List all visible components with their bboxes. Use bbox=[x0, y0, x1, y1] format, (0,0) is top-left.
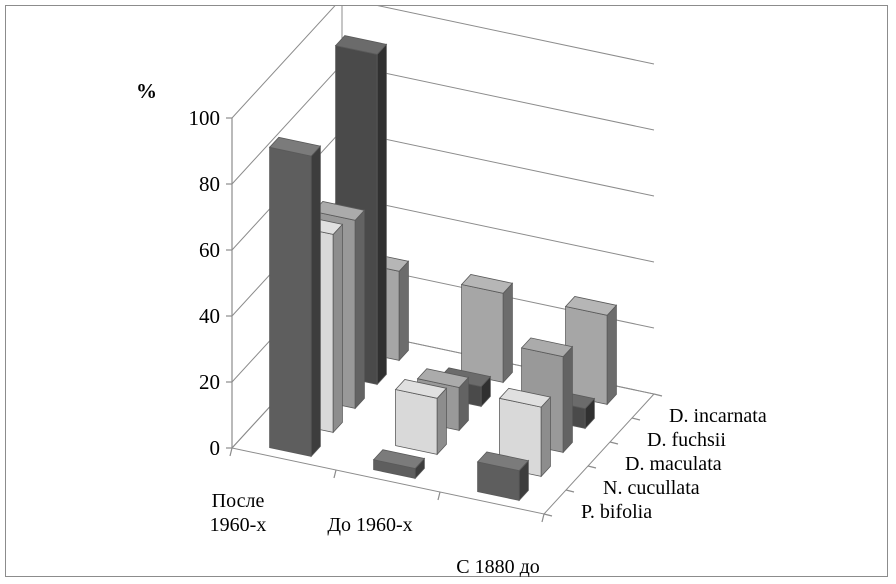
x-tick-mark bbox=[437, 491, 441, 501]
depth-tick-mark bbox=[565, 489, 575, 493]
x-tick-mark bbox=[333, 469, 337, 479]
bar-top-face bbox=[416, 368, 470, 388]
bar bbox=[268, 136, 322, 458]
depth-tick-mark bbox=[653, 393, 663, 397]
bar-side-face bbox=[540, 396, 551, 478]
y-tick-label: 60 bbox=[199, 238, 220, 262]
bar-top-face bbox=[520, 337, 574, 358]
y-tick-label: 100 bbox=[189, 106, 221, 130]
bar-front-face bbox=[395, 389, 438, 455]
bar-front-face bbox=[461, 284, 504, 383]
depth-tick-label: D. fuchsii bbox=[647, 429, 726, 451]
depth-tick-mark bbox=[543, 513, 553, 517]
bar-side-face bbox=[332, 223, 343, 434]
bar-side-face bbox=[436, 387, 447, 456]
bar-side-face bbox=[606, 304, 617, 406]
bar bbox=[372, 449, 426, 480]
bar-top-face bbox=[372, 449, 426, 469]
x-tick-label: С 1880 до2016 bbox=[456, 556, 540, 578]
bar-side-face bbox=[354, 209, 365, 410]
x-tick-label-line: С 1880 до bbox=[456, 556, 540, 578]
chart-3d-column: 0 20 40 60 80 100% После 1960-х До 1960-х С 1880 … bbox=[136, 6, 767, 578]
y-tick-label: 20 bbox=[199, 370, 220, 394]
y-unit-label: % bbox=[136, 79, 157, 103]
depth-tick-mark bbox=[631, 417, 641, 421]
bar-front-face bbox=[269, 146, 312, 457]
chart-labels: 0 20 40 60 80 100% После 1960-х До 1960-х С 1880 … bbox=[136, 79, 767, 578]
y-tick-label: 80 bbox=[199, 172, 220, 196]
bar-top-face bbox=[394, 379, 448, 399]
chart-bars bbox=[268, 35, 618, 502]
bar bbox=[564, 296, 618, 406]
bar-top-face bbox=[334, 35, 388, 55]
bar-side-face bbox=[310, 145, 321, 458]
bar-top-face bbox=[476, 451, 530, 472]
x-tick-label: После 1960-х bbox=[210, 490, 267, 536]
bar-side-face bbox=[562, 345, 573, 454]
x-tick-label-line: До 1960-х bbox=[327, 514, 412, 536]
x-tick-label-line: После bbox=[212, 490, 265, 512]
x-tick-mark bbox=[229, 447, 233, 457]
gridline bbox=[231, 6, 655, 119]
y-tick-label: 40 bbox=[199, 304, 220, 328]
depth-tick-label: N. cucullata bbox=[603, 477, 700, 499]
depth-tick-label: P. bifolia bbox=[581, 501, 652, 523]
bar-side-face bbox=[376, 43, 387, 386]
bar-top-face bbox=[460, 274, 514, 294]
depth-tick-label: D. incarnata bbox=[669, 405, 767, 427]
bar-top-face bbox=[564, 296, 618, 316]
x-tick-label-line: 1960-х bbox=[210, 514, 267, 536]
chart-frame: 0 20 40 60 80 100% После 1960-х До 1960-х С 1880 … bbox=[5, 5, 888, 578]
bar-top-face bbox=[268, 136, 322, 157]
depth-tick-label: D. maculata bbox=[625, 453, 722, 475]
x-tick-mark bbox=[541, 513, 545, 523]
y-tick-label: 0 bbox=[210, 436, 221, 460]
bar bbox=[476, 451, 530, 502]
depth-tick-mark bbox=[587, 465, 597, 469]
depth-tick-mark bbox=[609, 441, 619, 445]
bar-side-face bbox=[398, 260, 409, 362]
bar bbox=[394, 379, 448, 456]
x-tick-label: До 1960-х bbox=[327, 514, 412, 536]
bar-side-face bbox=[502, 282, 513, 384]
bar bbox=[460, 274, 514, 384]
bar-top-face bbox=[498, 387, 552, 408]
